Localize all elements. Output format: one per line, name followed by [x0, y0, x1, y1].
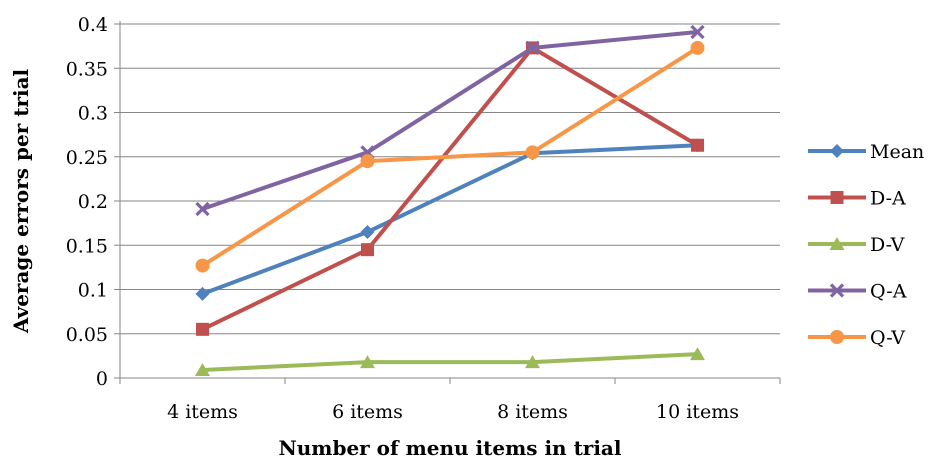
y-tick-label: 0.1 [78, 280, 108, 302]
legend-label: D-V [870, 234, 905, 256]
legend-marker [830, 330, 844, 344]
series-group [195, 24, 705, 377]
series-d-v [195, 347, 705, 377]
series-line [202, 352, 698, 373]
data-point [690, 40, 705, 55]
y-tick-label: 0.15 [66, 235, 108, 257]
legend-marker [829, 237, 845, 250]
legend-item: Q-A [808, 281, 907, 303]
y-tick-labels: 0 0.05 0.1 0.15 0.2 0.25 0.3 0.35 0.4 [66, 14, 108, 390]
y-tick-label: 0.35 [66, 58, 108, 80]
legend-item: D-V [808, 234, 905, 256]
legend-item: Mean [808, 141, 924, 163]
legend-marker [829, 283, 845, 298]
series-line [201, 143, 698, 296]
y-axis-title: Average errors per trial [9, 68, 33, 334]
y-tick-label: 0.05 [66, 324, 108, 346]
y-tick-label: 0 [96, 368, 108, 390]
data-point [690, 24, 705, 40]
data-point [360, 224, 375, 239]
series-q-a [195, 24, 705, 217]
data-point [360, 154, 375, 169]
x-tick-label: 6 items [332, 401, 403, 423]
data-point [195, 258, 210, 273]
legend-label: Q-A [870, 281, 907, 303]
legend-marker [830, 191, 844, 204]
y-tick-label: 0.4 [78, 14, 108, 36]
data-point [690, 347, 705, 361]
data-point [195, 363, 210, 377]
legend-marker [830, 144, 844, 158]
x-tick-labels: 4 items 6 items 8 items 10 items [167, 401, 739, 423]
legend-label: D-A [870, 188, 906, 210]
data-point [525, 40, 540, 56]
legend-label: Mean [870, 141, 924, 163]
series-q-v [195, 40, 705, 273]
series-line [201, 46, 699, 268]
data-point [195, 201, 210, 217]
x-tick-label: 8 items [497, 401, 568, 423]
data-point [525, 355, 540, 369]
data-point [195, 286, 210, 301]
data-point [361, 243, 374, 257]
legend-label: Q-V [870, 327, 905, 349]
series-line [201, 29, 698, 211]
data-point [525, 145, 540, 160]
y-tick-label: 0.25 [66, 147, 108, 169]
y-tick-label: 0.3 [78, 103, 108, 125]
data-point [691, 138, 704, 152]
x-axis-title: Number of menu items in trial [278, 436, 621, 460]
data-point [360, 355, 375, 369]
series-line [201, 45, 699, 332]
series-d-a [196, 41, 704, 336]
legend: Mean D-A D-V Q-A Q-V [808, 141, 924, 349]
data-point [196, 322, 209, 336]
legend-item: Q-V [808, 327, 905, 349]
y-tick-label: 0.2 [78, 191, 108, 213]
axes [114, 21, 781, 384]
legend-item: D-A [808, 188, 906, 210]
x-tick-label: 10 items [656, 401, 739, 423]
x-tick-label: 4 items [167, 401, 238, 423]
